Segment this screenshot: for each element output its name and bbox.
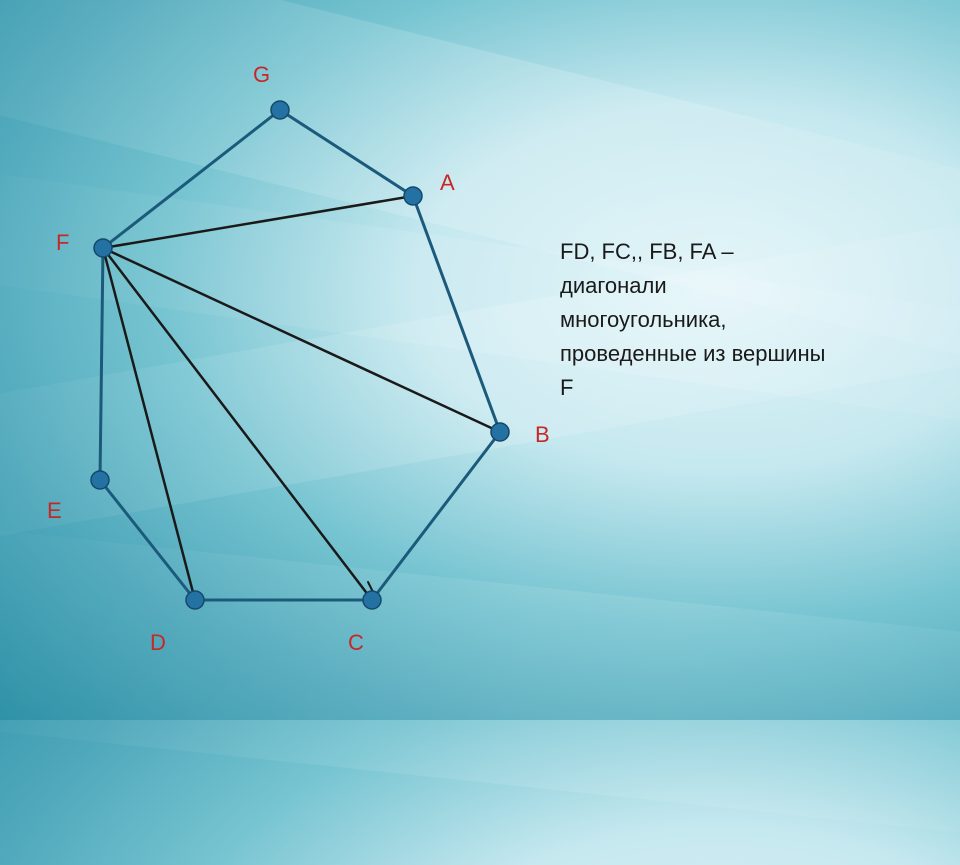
label-E: E — [47, 498, 62, 524]
label-B: B — [535, 422, 550, 448]
label-D: D — [150, 630, 166, 656]
diagram-container: G A F B E D C FD, FC,, FB, FA – диагонал… — [0, 0, 960, 720]
caption-line5: F — [560, 375, 573, 400]
label-A: A — [440, 170, 455, 196]
caption-line3: многоугольника, — [560, 307, 727, 332]
caption-line4: проведенные из вершины — [560, 341, 825, 366]
caption-line2: диагонали — [560, 273, 667, 298]
label-F: F — [56, 230, 69, 256]
caption-text: FD, FC,, FB, FA – диагонали многоугольни… — [560, 235, 930, 405]
label-G: G — [253, 62, 270, 88]
label-C: C — [348, 630, 364, 656]
caption-line1: FD, FC,, FB, FA – — [560, 239, 734, 264]
